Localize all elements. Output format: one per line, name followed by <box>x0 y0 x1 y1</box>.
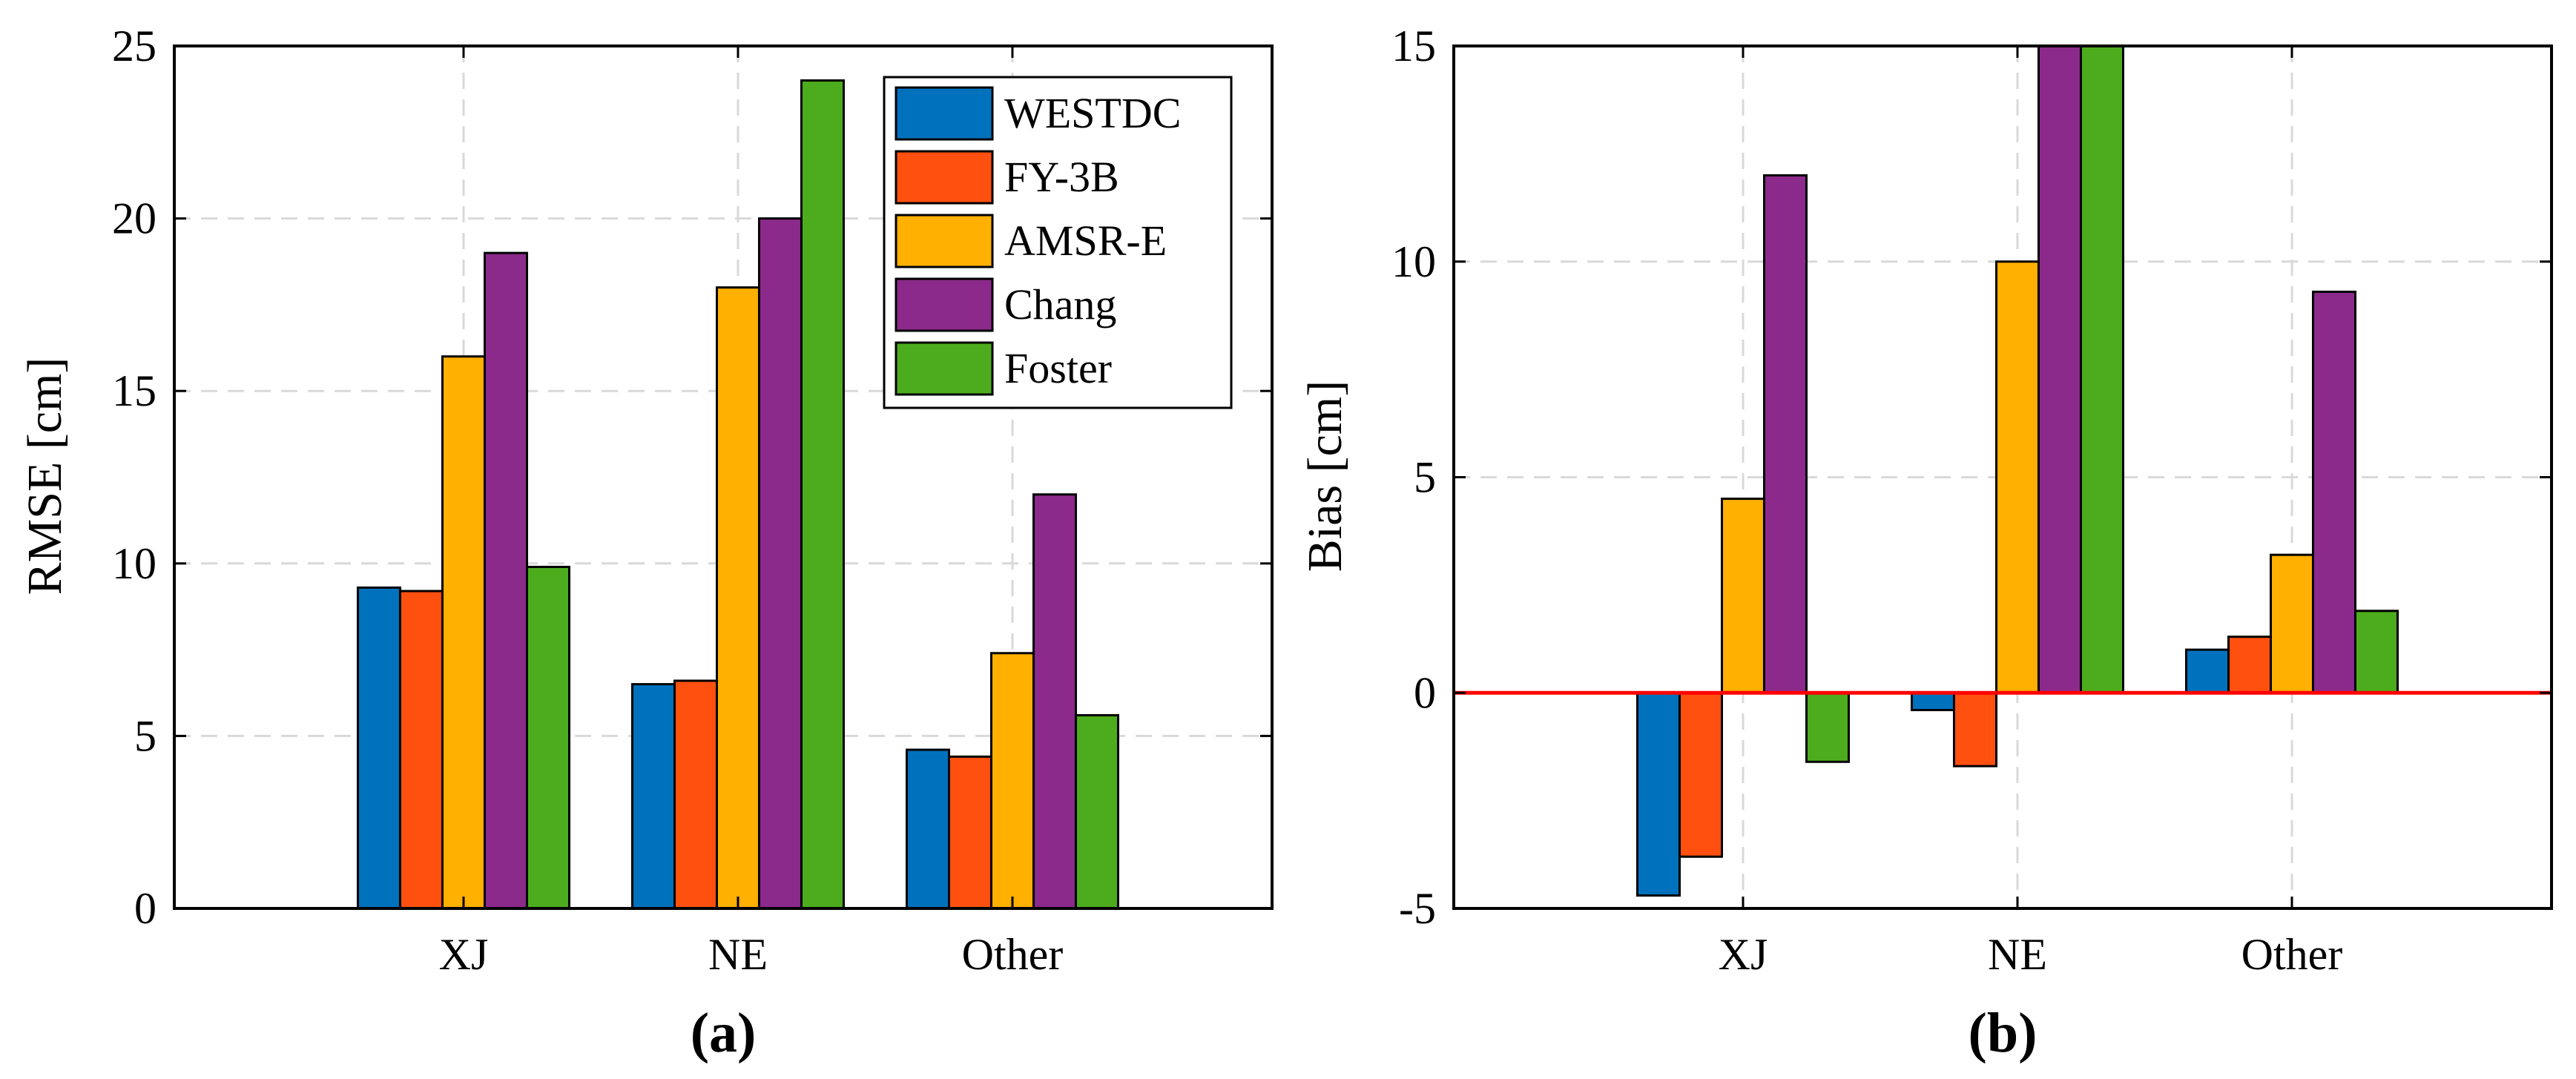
panel-a-bars <box>356 79 1119 910</box>
panel-a-bar-westdc-other <box>905 748 950 910</box>
panel-b-ytick-label-0: -5 <box>1399 884 1436 933</box>
panel-a-axes-box <box>173 44 1274 910</box>
panel-a-bar-westdc-ne <box>630 683 676 910</box>
panel-a-bar-fy-3b-other <box>947 755 992 910</box>
panel-a-xtick-label-2: Other <box>962 930 1064 979</box>
panel-a-ytick-label-4: 20 <box>112 194 157 243</box>
panel-b-bar-chang-xj <box>1762 174 1808 694</box>
panel-b-bar-chang-ne <box>2037 44 2082 694</box>
legend-swatch-chang <box>895 277 994 332</box>
panel-a-x-ticks: XJ NE Other <box>439 46 1064 979</box>
panel-b-xtick-label-0: XJ <box>1719 930 1768 979</box>
legend-swatch-foster <box>895 341 994 396</box>
panel-a-y-ticks: 0 5 10 15 20 25 <box>112 22 1272 933</box>
panel-b-label: (b) <box>1969 1002 2038 1064</box>
legend: WESTDC FY-3B AMSR-E Chang Foster <box>883 76 1233 409</box>
panel-a-ytick-label-3: 15 <box>112 366 157 415</box>
panel-b-bar-westdc-other <box>2184 648 2230 694</box>
panel-a-xtick-label-0: XJ <box>439 930 489 979</box>
panel-b-ytick-label-1: 0 <box>1414 668 1436 717</box>
panel-b-bias: -5 0 5 10 15 XJ NE Other Bias [cm] (b) <box>1298 22 2553 1064</box>
panel-a-bar-foster-ne <box>800 79 845 910</box>
panel-b-bar-chang-other <box>2311 290 2356 694</box>
panel-a-bar-foster-other <box>1074 713 1119 910</box>
panel-b-xtick-label-1: NE <box>1988 930 2047 979</box>
panel-b-bars <box>1635 44 2399 897</box>
panel-a-y-axis-label: RMSE [cm] <box>18 357 72 595</box>
legend-label-fy-3b: FY-3B <box>1004 153 1119 201</box>
panel-b-bar-amsr-e-ne <box>1994 260 2040 694</box>
panel-b-xtick-label-2: Other <box>2241 930 2343 979</box>
panel-b-bar-fy-3b-other <box>2227 636 2272 694</box>
panel-a-bar-westdc-xj <box>356 586 401 910</box>
legend-label-chang: Chang <box>1004 280 1116 329</box>
panel-b-y-axis-label: Bias [cm] <box>1298 380 1352 572</box>
legend-label-foster: Foster <box>1004 344 1112 392</box>
legend-swatch-amsr-e <box>895 214 994 268</box>
panel-b-bar-foster-xj <box>1805 691 1850 763</box>
panel-b-y-ticks: -5 0 5 10 15 <box>1391 22 2552 933</box>
panel-b-ytick-label-4: 15 <box>1391 22 1436 70</box>
panel-b-bar-amsr-e-other <box>2269 553 2314 694</box>
panel-a-bar-foster-xj <box>525 565 570 910</box>
panel-b-bar-westdc-xj <box>1635 691 1681 897</box>
panel-a-bar-amsr-e-ne <box>715 286 760 910</box>
panel-b-x-ticks: XJ NE Other <box>1719 46 2343 979</box>
panel-b-ytick-label-2: 5 <box>1414 453 1436 502</box>
panel-a-bar-fy-3b-ne <box>673 679 718 910</box>
legend-label-amsr-e: AMSR-E <box>1004 217 1167 265</box>
panel-b-bar-foster-ne <box>2079 44 2124 694</box>
legend-label-westdc: WESTDC <box>1004 89 1181 137</box>
panel-a-bar-chang-xj <box>483 251 528 910</box>
panel-b-bar-westdc-ne <box>1910 691 1955 712</box>
panel-a-ytick-label-5: 25 <box>112 22 157 70</box>
panel-a-label: (a) <box>691 1002 757 1064</box>
panel-b-bar-amsr-e-xj <box>1720 498 1765 694</box>
panel-b-ytick-label-3: 10 <box>1391 237 1436 286</box>
panel-a-ytick-label-2: 10 <box>112 539 157 588</box>
panel-b-bar-fy-3b-ne <box>1952 691 1997 768</box>
panel-a-bar-fy-3b-xj <box>398 590 444 910</box>
legend-swatch-fy-3b <box>895 150 994 205</box>
panel-a-bar-chang-other <box>1032 493 1077 910</box>
panel-a-rmse: 0 5 10 15 20 25 XJ NE Other RMSE [cm] (a) WESTD… <box>18 22 1274 1064</box>
panel-a-bar-amsr-e-xj <box>441 355 486 910</box>
panel-a-ytick-label-0: 0 <box>134 884 157 933</box>
panel-b-bar-fy-3b-xj <box>1678 691 1723 858</box>
panel-a-xtick-label-1: NE <box>708 930 768 979</box>
panel-a-bar-chang-ne <box>757 217 803 910</box>
legend-swatch-westdc <box>895 86 994 141</box>
panel-b-bar-foster-other <box>2353 610 2399 694</box>
panel-a-bar-amsr-e-other <box>989 652 1035 910</box>
panel-a-ytick-label-1: 5 <box>134 711 157 760</box>
